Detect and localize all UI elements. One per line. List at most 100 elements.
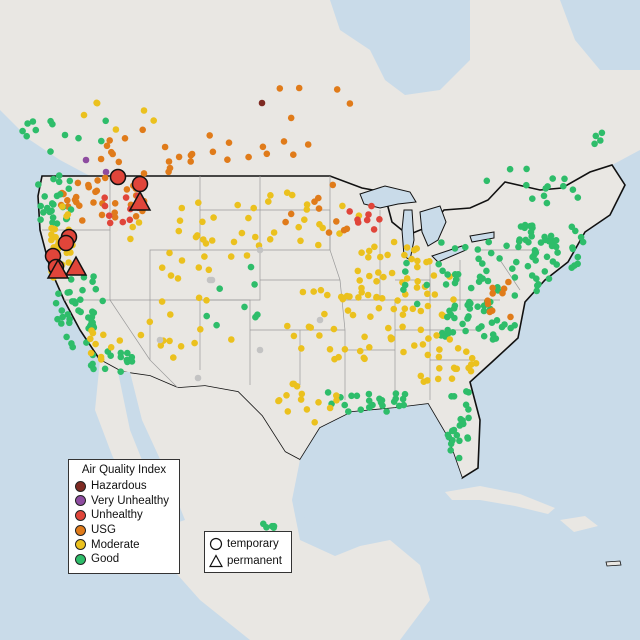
station-marker xyxy=(403,244,411,251)
station-marker xyxy=(488,319,496,327)
station-marker xyxy=(97,353,105,361)
station-marker xyxy=(417,372,425,380)
station-marker xyxy=(79,286,86,294)
station-marker xyxy=(534,282,541,289)
station-marker xyxy=(358,249,365,256)
station-marker xyxy=(339,202,346,210)
station-marker xyxy=(270,229,278,236)
station-marker xyxy=(234,201,241,209)
station-marker xyxy=(474,303,482,311)
station-marker xyxy=(316,316,324,324)
station-marker xyxy=(58,320,65,327)
station-marker xyxy=(108,148,115,156)
station-marker xyxy=(48,207,55,215)
station-marker xyxy=(121,135,129,142)
station-marker xyxy=(442,281,450,288)
station-marker xyxy=(225,139,233,146)
station-marker xyxy=(532,257,539,264)
station-marker xyxy=(545,275,553,283)
station-marker xyxy=(77,308,84,316)
station-marker xyxy=(465,389,472,396)
station-marker xyxy=(325,229,333,236)
station-marker xyxy=(157,342,165,349)
usg-swatch xyxy=(75,524,86,536)
station-marker xyxy=(304,141,312,148)
station-marker xyxy=(385,324,392,332)
station-marker xyxy=(282,218,289,226)
station-marker xyxy=(354,267,362,275)
station-marker xyxy=(227,253,235,260)
station-marker xyxy=(544,183,551,190)
station-marker xyxy=(434,375,442,383)
station-marker xyxy=(101,194,108,201)
legend-item-moderate: Moderate xyxy=(69,537,179,552)
station-marker xyxy=(395,402,403,410)
station-marker xyxy=(597,137,604,144)
station-marker xyxy=(247,263,255,271)
station-marker xyxy=(598,129,606,137)
station-marker xyxy=(403,259,410,267)
legend-item-usg: USG xyxy=(69,523,179,538)
station-marker xyxy=(156,336,164,344)
station-marker xyxy=(76,202,83,209)
station-marker xyxy=(112,126,120,133)
station-marker xyxy=(402,268,409,275)
station-marker xyxy=(388,269,396,277)
station-marker xyxy=(478,323,485,330)
station-marker xyxy=(165,158,173,165)
station-marker xyxy=(29,118,37,125)
station-marker xyxy=(124,349,131,357)
station-marker xyxy=(47,117,54,125)
station-marker xyxy=(574,194,582,201)
station-marker xyxy=(484,277,492,285)
station-marker xyxy=(489,336,497,343)
station-marker xyxy=(32,126,40,134)
station-marker xyxy=(315,205,323,212)
station-marker xyxy=(569,186,577,193)
canada-landmass xyxy=(0,0,640,235)
station-marker xyxy=(532,249,540,256)
station-marker xyxy=(68,340,75,347)
station-marker xyxy=(341,346,349,353)
station-marker xyxy=(88,327,95,334)
station-marker xyxy=(423,258,430,266)
station-marker xyxy=(390,238,398,246)
station-marker xyxy=(419,341,427,348)
station-marker xyxy=(361,333,368,341)
station-marker xyxy=(230,238,238,246)
station-marker xyxy=(311,419,319,426)
station-marker xyxy=(375,269,382,276)
station-marker xyxy=(74,179,82,187)
legend-item-very-unhealthy: Very Unhealthy xyxy=(69,494,179,509)
station-marker xyxy=(298,345,305,352)
cuba-island xyxy=(445,486,555,514)
station-marker xyxy=(353,392,361,400)
station-marker xyxy=(424,290,431,298)
station-marker xyxy=(256,346,264,354)
station-marker xyxy=(489,284,496,292)
station-marker xyxy=(63,212,70,220)
temporary-monitor xyxy=(57,234,75,252)
station-marker xyxy=(533,275,540,283)
station-marker xyxy=(59,203,66,210)
station-marker xyxy=(195,199,202,206)
station-marker xyxy=(268,522,276,530)
station-marker xyxy=(439,267,446,275)
station-marker xyxy=(101,365,109,373)
station-marker xyxy=(115,158,123,166)
station-marker xyxy=(373,294,380,301)
station-marker xyxy=(90,273,97,280)
station-marker xyxy=(290,332,298,340)
station-marker xyxy=(349,311,357,319)
station-marker xyxy=(319,224,327,232)
station-marker xyxy=(116,337,124,344)
station-marker xyxy=(150,117,157,124)
station-marker xyxy=(295,84,303,92)
station-marker xyxy=(344,307,352,314)
station-marker xyxy=(365,390,373,398)
legend-label: Very Unhealthy xyxy=(91,494,169,507)
station-marker xyxy=(348,392,355,400)
station-marker xyxy=(363,216,371,224)
station-marker xyxy=(462,327,469,335)
station-marker xyxy=(356,277,364,284)
